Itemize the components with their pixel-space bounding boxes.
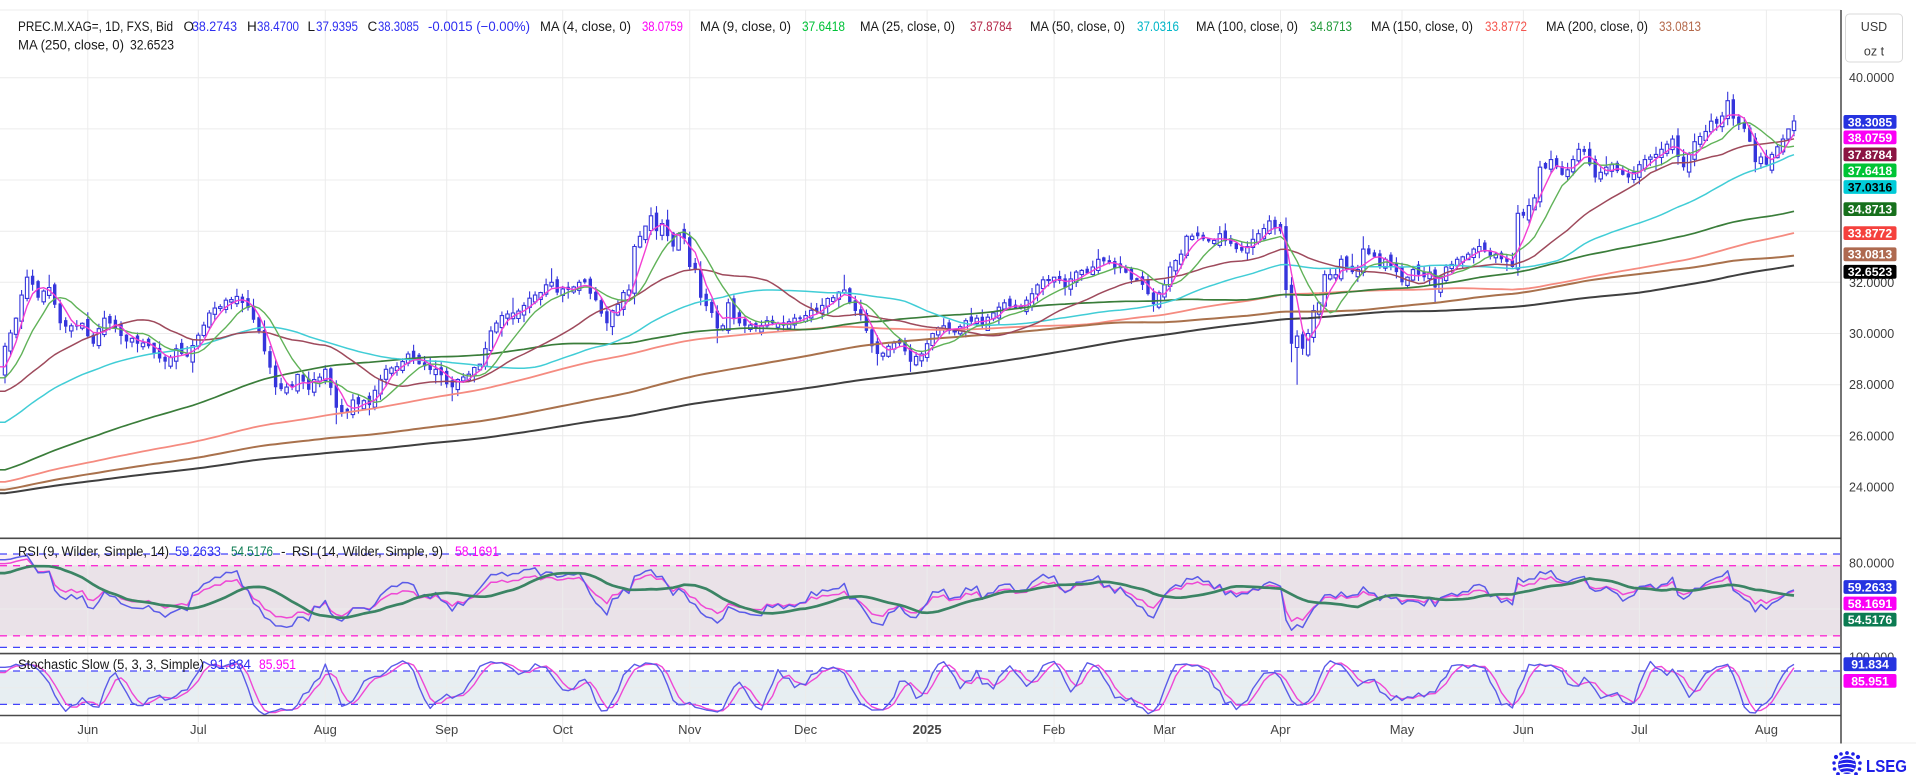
svg-text:Jun: Jun [77,722,98,737]
svg-text:85.951: 85.951 [1851,674,1889,688]
svg-text:Jun: Jun [1513,722,1534,737]
svg-text:38.0759: 38.0759 [642,19,683,34]
svg-text:33.0813: 33.0813 [1659,19,1701,34]
svg-text:MA (250, close, 0): MA (250, close, 0) [18,38,124,53]
svg-text:Stochastic Slow (5, 3, 3, Simp: Stochastic Slow (5, 3, 3, Simple) [18,657,204,672]
svg-text:34.8713: 34.8713 [1310,19,1352,34]
svg-text:30.0000: 30.0000 [1849,327,1894,341]
svg-text:Aug: Aug [314,722,337,737]
svg-text:33.8772: 33.8772 [1848,227,1893,241]
svg-text:58.1691: 58.1691 [455,544,499,559]
svg-text:59.2633: 59.2633 [175,544,221,559]
svg-text:32.6523: 32.6523 [130,38,174,53]
svg-text:38.4700: 38.4700 [257,19,299,34]
svg-text:USD: USD [1861,20,1887,34]
svg-text:32.6523: 32.6523 [1848,265,1893,279]
svg-text:38.3085: 38.3085 [1848,115,1893,129]
svg-text:40.0000: 40.0000 [1849,71,1894,85]
svg-text:RSI (9, Wilder, Simple, 14): RSI (9, Wilder, Simple, 14) [18,544,169,559]
svg-text:-0.0015 (−0.00%): -0.0015 (−0.00%) [428,19,530,34]
svg-text:32.0000: 32.0000 [1849,276,1894,290]
svg-text:85.951: 85.951 [259,657,296,672]
svg-text:59.2633: 59.2633 [1848,580,1893,594]
svg-text:Sep: Sep [435,722,458,737]
svg-text:37.0316: 37.0316 [1137,19,1179,34]
svg-text:37.6418: 37.6418 [802,19,845,34]
svg-text:26.0000: 26.0000 [1849,429,1894,443]
svg-text:MA (200, close, 0): MA (200, close, 0) [1546,19,1648,34]
svg-text:2025: 2025 [913,722,942,737]
svg-text:MA (150, close, 0): MA (150, close, 0) [1371,19,1473,34]
svg-text:MA (9, close, 0): MA (9, close, 0) [700,19,791,34]
svg-text:MA (50, close, 0): MA (50, close, 0) [1030,19,1125,34]
svg-text:58.1691: 58.1691 [1848,597,1893,611]
svg-text:C: C [368,19,378,34]
svg-text:91.834: 91.834 [210,657,251,672]
svg-text:Jul: Jul [190,722,207,737]
svg-text:38.3085: 38.3085 [378,19,419,34]
svg-text:38.2743: 38.2743 [192,19,237,34]
svg-text:24.0000: 24.0000 [1849,481,1894,495]
svg-text:oz t: oz t [1864,45,1885,59]
svg-text:34.8713: 34.8713 [1848,203,1893,217]
svg-text:-: - [281,544,286,559]
svg-text:MA (4, close, 0): MA (4, close, 0) [540,19,631,34]
svg-text:O: O [184,19,195,34]
svg-text:33.0813: 33.0813 [1848,248,1893,262]
svg-text:L: L [308,19,316,34]
svg-text:37.9395: 37.9395 [316,19,358,34]
svg-text:38.0759: 38.0759 [1848,131,1893,145]
svg-text:Aug: Aug [1755,722,1778,737]
svg-text:May: May [1390,722,1415,737]
svg-text:54.5176: 54.5176 [231,544,273,559]
svg-text:37.0316: 37.0316 [1848,180,1893,194]
svg-text:MA (25, close, 0): MA (25, close, 0) [860,19,955,34]
svg-text:91.834: 91.834 [1851,658,1889,672]
svg-text:PREC.M.XAG=, 1D, FXS, Bid: PREC.M.XAG=, 1D, FXS, Bid [18,19,173,34]
svg-text:Nov: Nov [678,722,702,737]
svg-text:H: H [247,19,257,34]
svg-text:Apr: Apr [1270,722,1291,737]
svg-text:37.8784: 37.8784 [1848,148,1893,162]
svg-text:MA (100, close, 0): MA (100, close, 0) [1196,19,1298,34]
svg-text:RSI (14, Wilder, Simple, 9): RSI (14, Wilder, Simple, 9) [292,544,443,559]
svg-text:LSEG: LSEG [1866,756,1907,775]
svg-text:Jul: Jul [1631,722,1648,737]
svg-text:Oct: Oct [553,722,574,737]
svg-text:37.6418: 37.6418 [1848,164,1893,178]
svg-text:80.0000: 80.0000 [1849,557,1894,571]
svg-text:33.8772: 33.8772 [1485,19,1527,34]
svg-text:37.8784: 37.8784 [970,19,1012,34]
svg-text:54.5176: 54.5176 [1848,613,1893,627]
svg-text:Feb: Feb [1043,722,1065,737]
svg-text:28.0000: 28.0000 [1849,378,1894,392]
svg-text:Dec: Dec [794,722,818,737]
svg-text:Mar: Mar [1153,722,1176,737]
